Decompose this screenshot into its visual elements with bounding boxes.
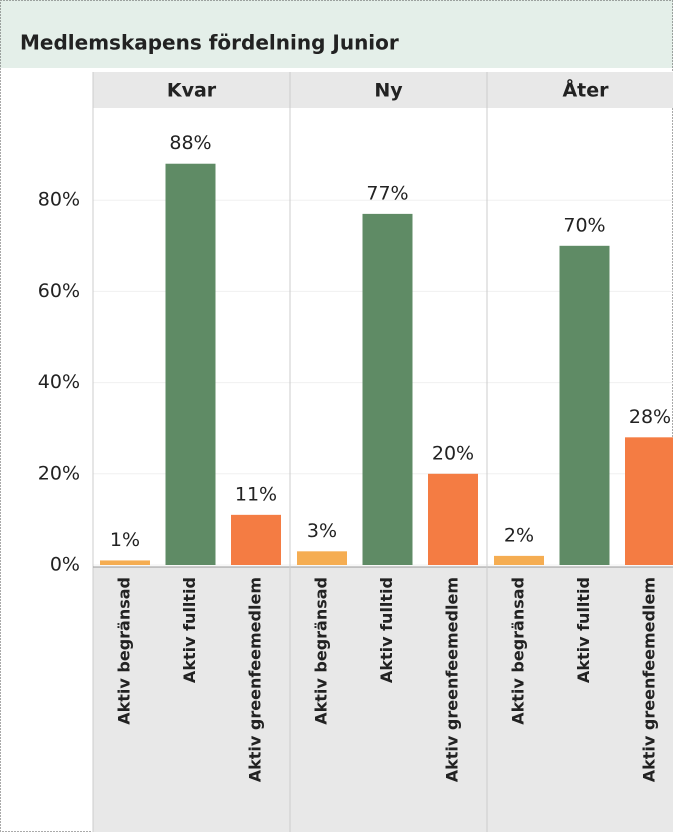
x-tick-label: Aktiv begränsad: [509, 577, 528, 725]
value-label: 3%: [307, 520, 337, 542]
x-tick-label: Aktiv greenfeemedlem: [246, 577, 265, 782]
bar: [625, 437, 673, 565]
value-label: 2%: [504, 524, 534, 546]
value-label: 11%: [235, 483, 277, 505]
value-label: 77%: [366, 182, 408, 204]
bar: [559, 245, 610, 566]
x-tick-label: Aktiv begränsad: [312, 577, 331, 725]
value-label: 20%: [432, 442, 474, 464]
chart-title: Medlemskapens fördelning Junior: [20, 31, 399, 55]
panel-header: Kvar: [167, 80, 217, 102]
y-tick-label: 0%: [50, 554, 80, 576]
x-tick-label: Aktiv greenfeemedlem: [640, 577, 659, 782]
bar: [494, 555, 544, 565]
bar: [362, 213, 413, 565]
value-label: 28%: [629, 406, 671, 428]
x-tick-label: Aktiv fulltid: [574, 577, 593, 683]
bar: [165, 163, 216, 565]
value-label: 1%: [110, 529, 140, 551]
x-tick-label: Aktiv fulltid: [377, 577, 396, 683]
y-tick-label: 60%: [38, 280, 80, 302]
x-tick-label: Aktiv begränsad: [115, 577, 134, 725]
value-label: 88%: [169, 132, 211, 154]
x-tick-label: Aktiv fulltid: [180, 577, 199, 683]
x-tick-label: Aktiv greenfeemedlem: [443, 577, 462, 782]
y-tick-label: 80%: [38, 189, 80, 211]
value-label: 70%: [563, 214, 605, 236]
y-tick-label: 40%: [38, 371, 80, 393]
panel-header: Ny: [374, 80, 403, 102]
bar: [428, 473, 478, 565]
x-axis-bg: [93, 567, 673, 832]
title-bar: [0, 0, 673, 68]
panel-header-bg: [93, 72, 673, 108]
bar: [100, 560, 150, 565]
bar: [231, 514, 281, 565]
bar: [297, 551, 347, 565]
panel-header: Åter: [562, 78, 609, 102]
y-tick-label: 20%: [38, 462, 80, 484]
